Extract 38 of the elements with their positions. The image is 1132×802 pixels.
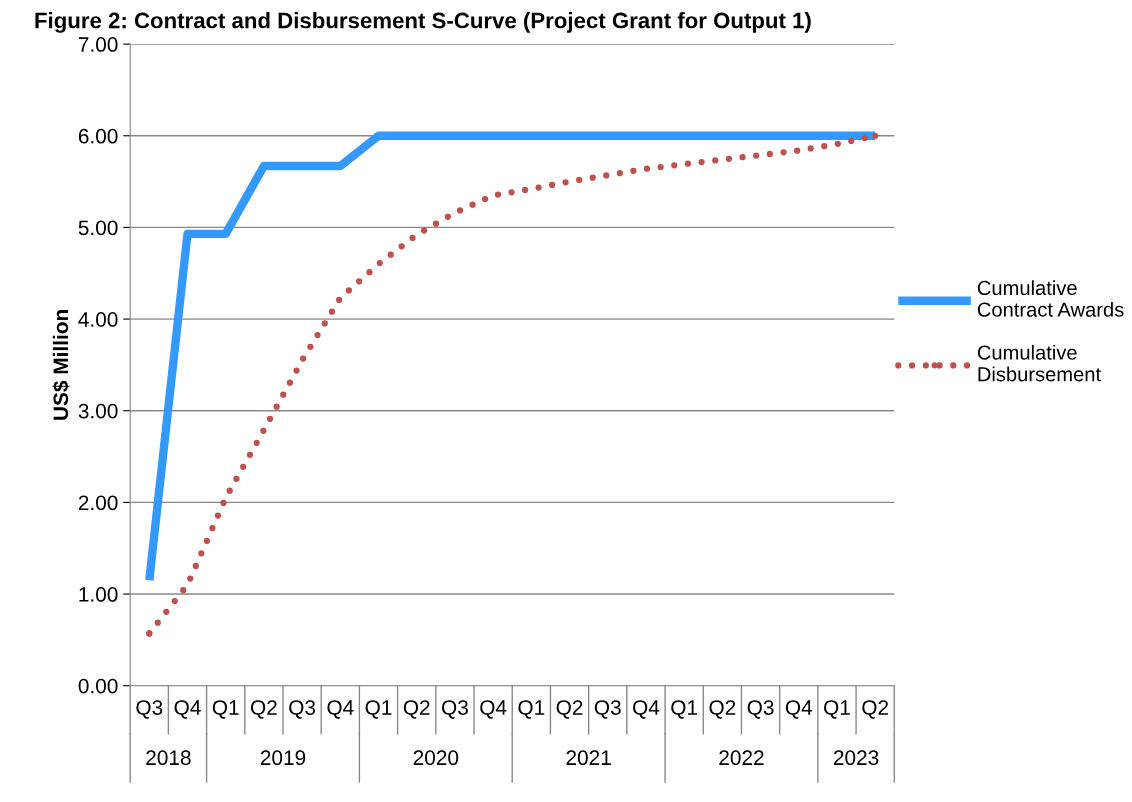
text: 2021 [566, 750, 611, 766]
text: 2020 [413, 750, 459, 766]
x-tick-label: Q2 [403, 700, 430, 719]
x-tick-label: Q1 [824, 700, 850, 719]
x-tick-label: Q4 [480, 700, 507, 719]
x-tick-label: Q2 [250, 700, 277, 719]
x-tick-label: Q1 [518, 700, 545, 719]
x-tick-label: Q4 [327, 700, 354, 719]
text: 2019 [260, 750, 306, 766]
x-tick-label: Q3 [594, 700, 621, 719]
x-tick-label: Q1 [365, 700, 392, 719]
x-tick-label: Q4 [174, 700, 201, 719]
x-tick-label: Q3 [747, 700, 774, 719]
x-tick-label: Q3 [442, 700, 468, 719]
y-tick-label: 7.00 [78, 37, 118, 52]
x-tick-label: Q1 [212, 700, 239, 719]
x-tick-label: Q2 [709, 700, 736, 719]
y-tick-label: 3.00 [78, 403, 118, 419]
y-tick-label: 4.00 [78, 312, 118, 327]
x-tick-label: Q3 [136, 700, 163, 719]
x-tick-label: Q4 [633, 700, 660, 719]
x-tick-label: Q2 [556, 700, 583, 719]
y-axis-title: US$ Million [52, 310, 70, 420]
legend-label: Cumulative Contract Awards [977, 280, 1124, 317]
text: 2018 [146, 750, 191, 766]
legend-label: Cumulative Disbursement [977, 344, 1101, 382]
y-tick-label: 2.00 [78, 495, 118, 511]
x-tick-label: Q1 [671, 700, 698, 719]
y-tick-label: 1.00 [79, 587, 118, 602]
x-tick-label: Q2 [862, 700, 889, 719]
chart-title: Figure 2: Contract and Disbursement S-Curve (Project Grant for Output 1) [35, 12, 811, 33]
text: 2023 [833, 750, 879, 766]
x-tick-label: Q3 [289, 700, 316, 719]
y-tick-label: 5.00 [78, 220, 118, 236]
y-tick-label: 6.00 [78, 128, 118, 144]
text: 2022 [719, 750, 764, 766]
x-tick-label: Q4 [785, 700, 813, 719]
y-tick-label: 0.00 [78, 678, 118, 694]
